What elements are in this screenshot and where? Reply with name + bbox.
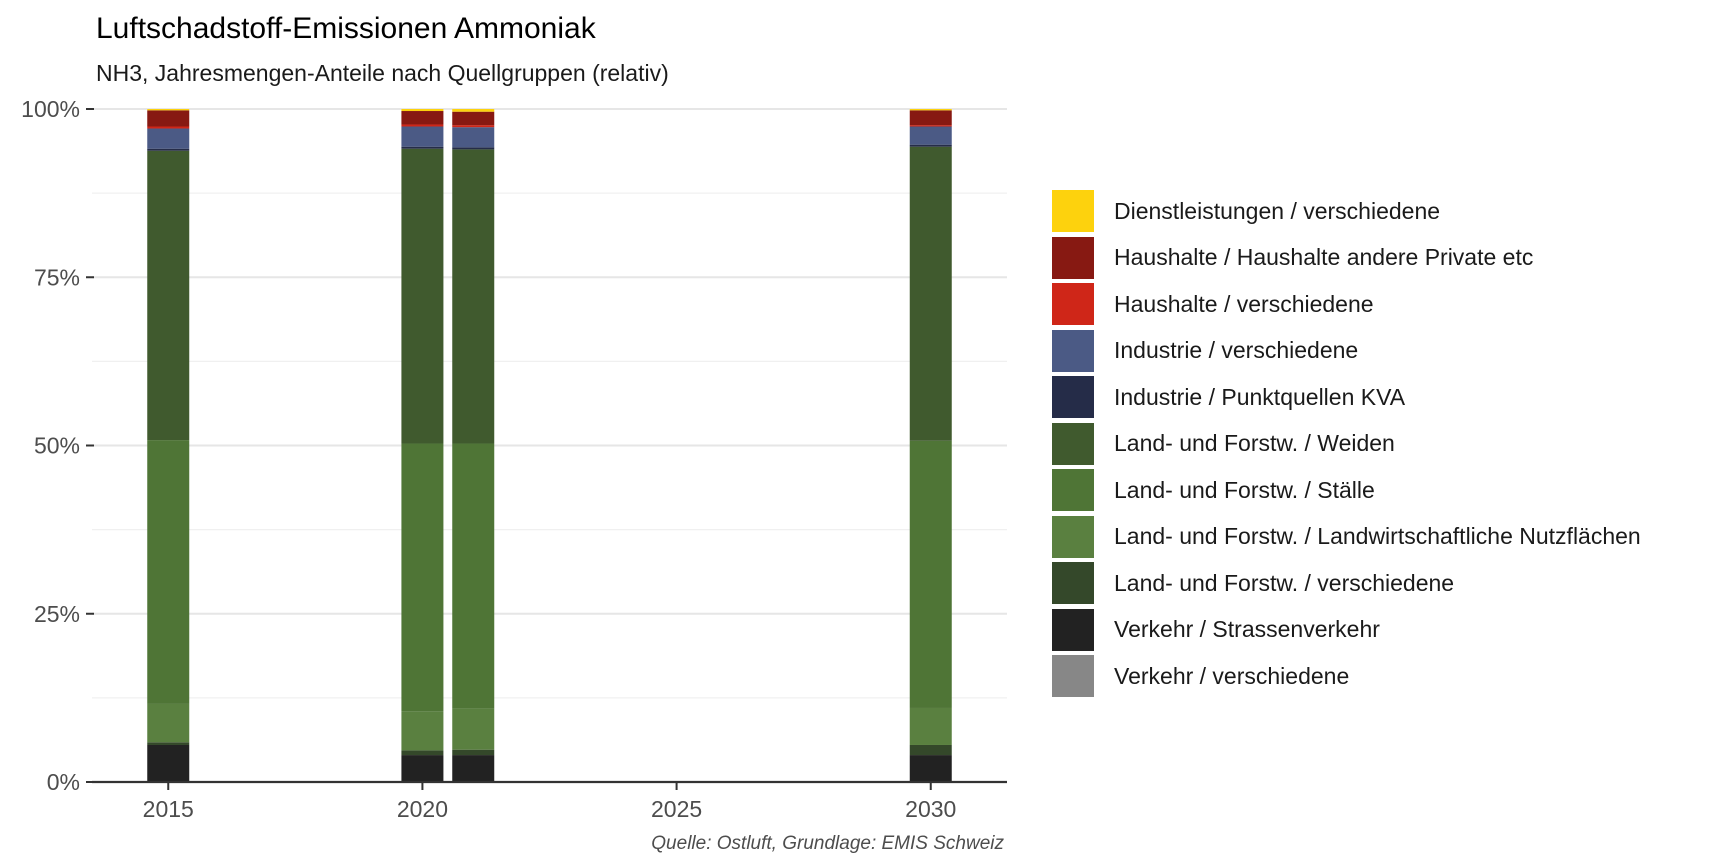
legend-item: Verkehr / verschiedene [1052, 653, 1641, 700]
bar-segment [909, 110, 952, 126]
legend-item: Haushalte / Haushalte andere Private etc [1052, 235, 1641, 282]
legend-key [1052, 422, 1094, 465]
bar-segment [401, 750, 444, 756]
bar-segment [401, 755, 444, 782]
legend-label: Industrie / verschiedene [1114, 337, 1359, 364]
bar-segment [401, 146, 444, 149]
bar-segment [909, 126, 952, 145]
bar-segment [452, 111, 495, 126]
bar-segment [452, 149, 495, 444]
bar-segment [147, 126, 190, 129]
bar-segment [401, 124, 444, 127]
chart-title: Luftschadstoff-Emissionen Ammoniak [96, 12, 596, 45]
legend-label: Land- und Forstw. / Weiden [1114, 430, 1395, 457]
legend-key [1052, 329, 1094, 372]
legend-label: Verkehr / verschiedene [1114, 662, 1350, 689]
legend-key [1052, 655, 1094, 698]
bar-segment [909, 440, 952, 708]
chart-subtitle: NH3, Jahresmengen-Anteile nach Quellgrup… [96, 60, 669, 86]
bar-segment [401, 443, 444, 712]
legend-label: Industrie / Punktquellen KVA [1114, 383, 1406, 410]
legend-key [1052, 608, 1094, 651]
stacked-bar-chart: 0% 25% 50% 75% 100% 2015 2020 2025 2030 [21, 96, 1007, 822]
bar-segment [452, 749, 495, 756]
legend-item: Land- und Forstw. / verschiedene [1052, 560, 1641, 607]
bar-segment [147, 742, 190, 745]
bar-segment [147, 703, 190, 743]
legend-key [1052, 515, 1094, 558]
y-tick-label: 25% [34, 601, 80, 627]
chart-caption: Quelle: Ostluft, Grundlage: EMIS Schweiz [651, 833, 1004, 854]
bar-segment [909, 109, 952, 111]
y-tick-label: 0% [47, 769, 80, 795]
legend-key [1052, 376, 1094, 419]
bar-segment [452, 443, 495, 709]
bar-segment [401, 109, 444, 112]
legend-label: Land- und Forstw. / Landwirtschaftliche … [1114, 523, 1641, 550]
legend-item: Industrie / verschiedene [1052, 328, 1641, 375]
legend-key [1052, 283, 1094, 326]
legend-label: Dienstleistungen / verschiedene [1114, 197, 1441, 224]
legend-label: Land- und Forstw. / Ställe [1114, 476, 1375, 503]
bar-segment [909, 707, 952, 745]
bar-segment [147, 440, 190, 704]
bar-segment [909, 744, 952, 756]
bar-segment [401, 111, 444, 125]
legend-key [1052, 236, 1094, 279]
bar-segment [401, 711, 444, 751]
y-tick-label: 50% [34, 433, 80, 459]
bar-segment [147, 744, 190, 782]
bar-segment [909, 146, 952, 441]
legend-item: Industrie / Punktquellen KVA [1052, 374, 1641, 421]
bar-segment [147, 109, 190, 111]
bar-segment [147, 110, 190, 127]
bar-segment [452, 147, 495, 150]
bar-segment [401, 148, 444, 444]
x-tick-label: 2025 [651, 796, 702, 822]
legend-label: Land- und Forstw. / verschiedene [1114, 569, 1455, 596]
legend-item: Haushalte / verschiedene [1052, 281, 1641, 328]
legend-label: Haushalte / verschiedene [1114, 290, 1374, 317]
legend-item: Dienstleistungen / verschiedene [1052, 188, 1641, 235]
legend-item: Land- und Forstw. / Weiden [1052, 421, 1641, 468]
bar-segment [452, 125, 495, 128]
legend-key [1052, 190, 1094, 233]
bar-segment [909, 755, 952, 782]
x-tick-label: 2020 [397, 796, 448, 822]
legend-key [1052, 562, 1094, 605]
y-tick-label: 75% [34, 264, 80, 290]
bar-segment [452, 109, 495, 112]
bar-segment [147, 150, 190, 441]
x-tick-label: 2030 [905, 796, 956, 822]
chart-legend: Dienstleistungen / verschiedene Haushalte… [1052, 188, 1641, 700]
x-tick-label: 2015 [143, 796, 194, 822]
bar-segment [147, 148, 190, 151]
bar-segment [401, 126, 444, 147]
bar-segment [452, 755, 495, 782]
legend-item: Land- und Forstw. / Ställe [1052, 467, 1641, 514]
legend-key [1052, 469, 1094, 512]
bar-segment [452, 708, 495, 750]
legend-label: Haushalte / Haushalte andere Private etc [1114, 244, 1534, 271]
y-tick-label: 100% [21, 96, 80, 122]
bar-segment [909, 144, 952, 147]
legend-item: Land- und Forstw. / Landwirtschaftliche … [1052, 514, 1641, 561]
bar-segment [147, 128, 190, 149]
legend-label: Verkehr / Strassenverkehr [1114, 616, 1380, 643]
legend-item: Verkehr / Strassenverkehr [1052, 607, 1641, 654]
bar-segment [909, 125, 952, 127]
bar-segment [452, 127, 495, 148]
